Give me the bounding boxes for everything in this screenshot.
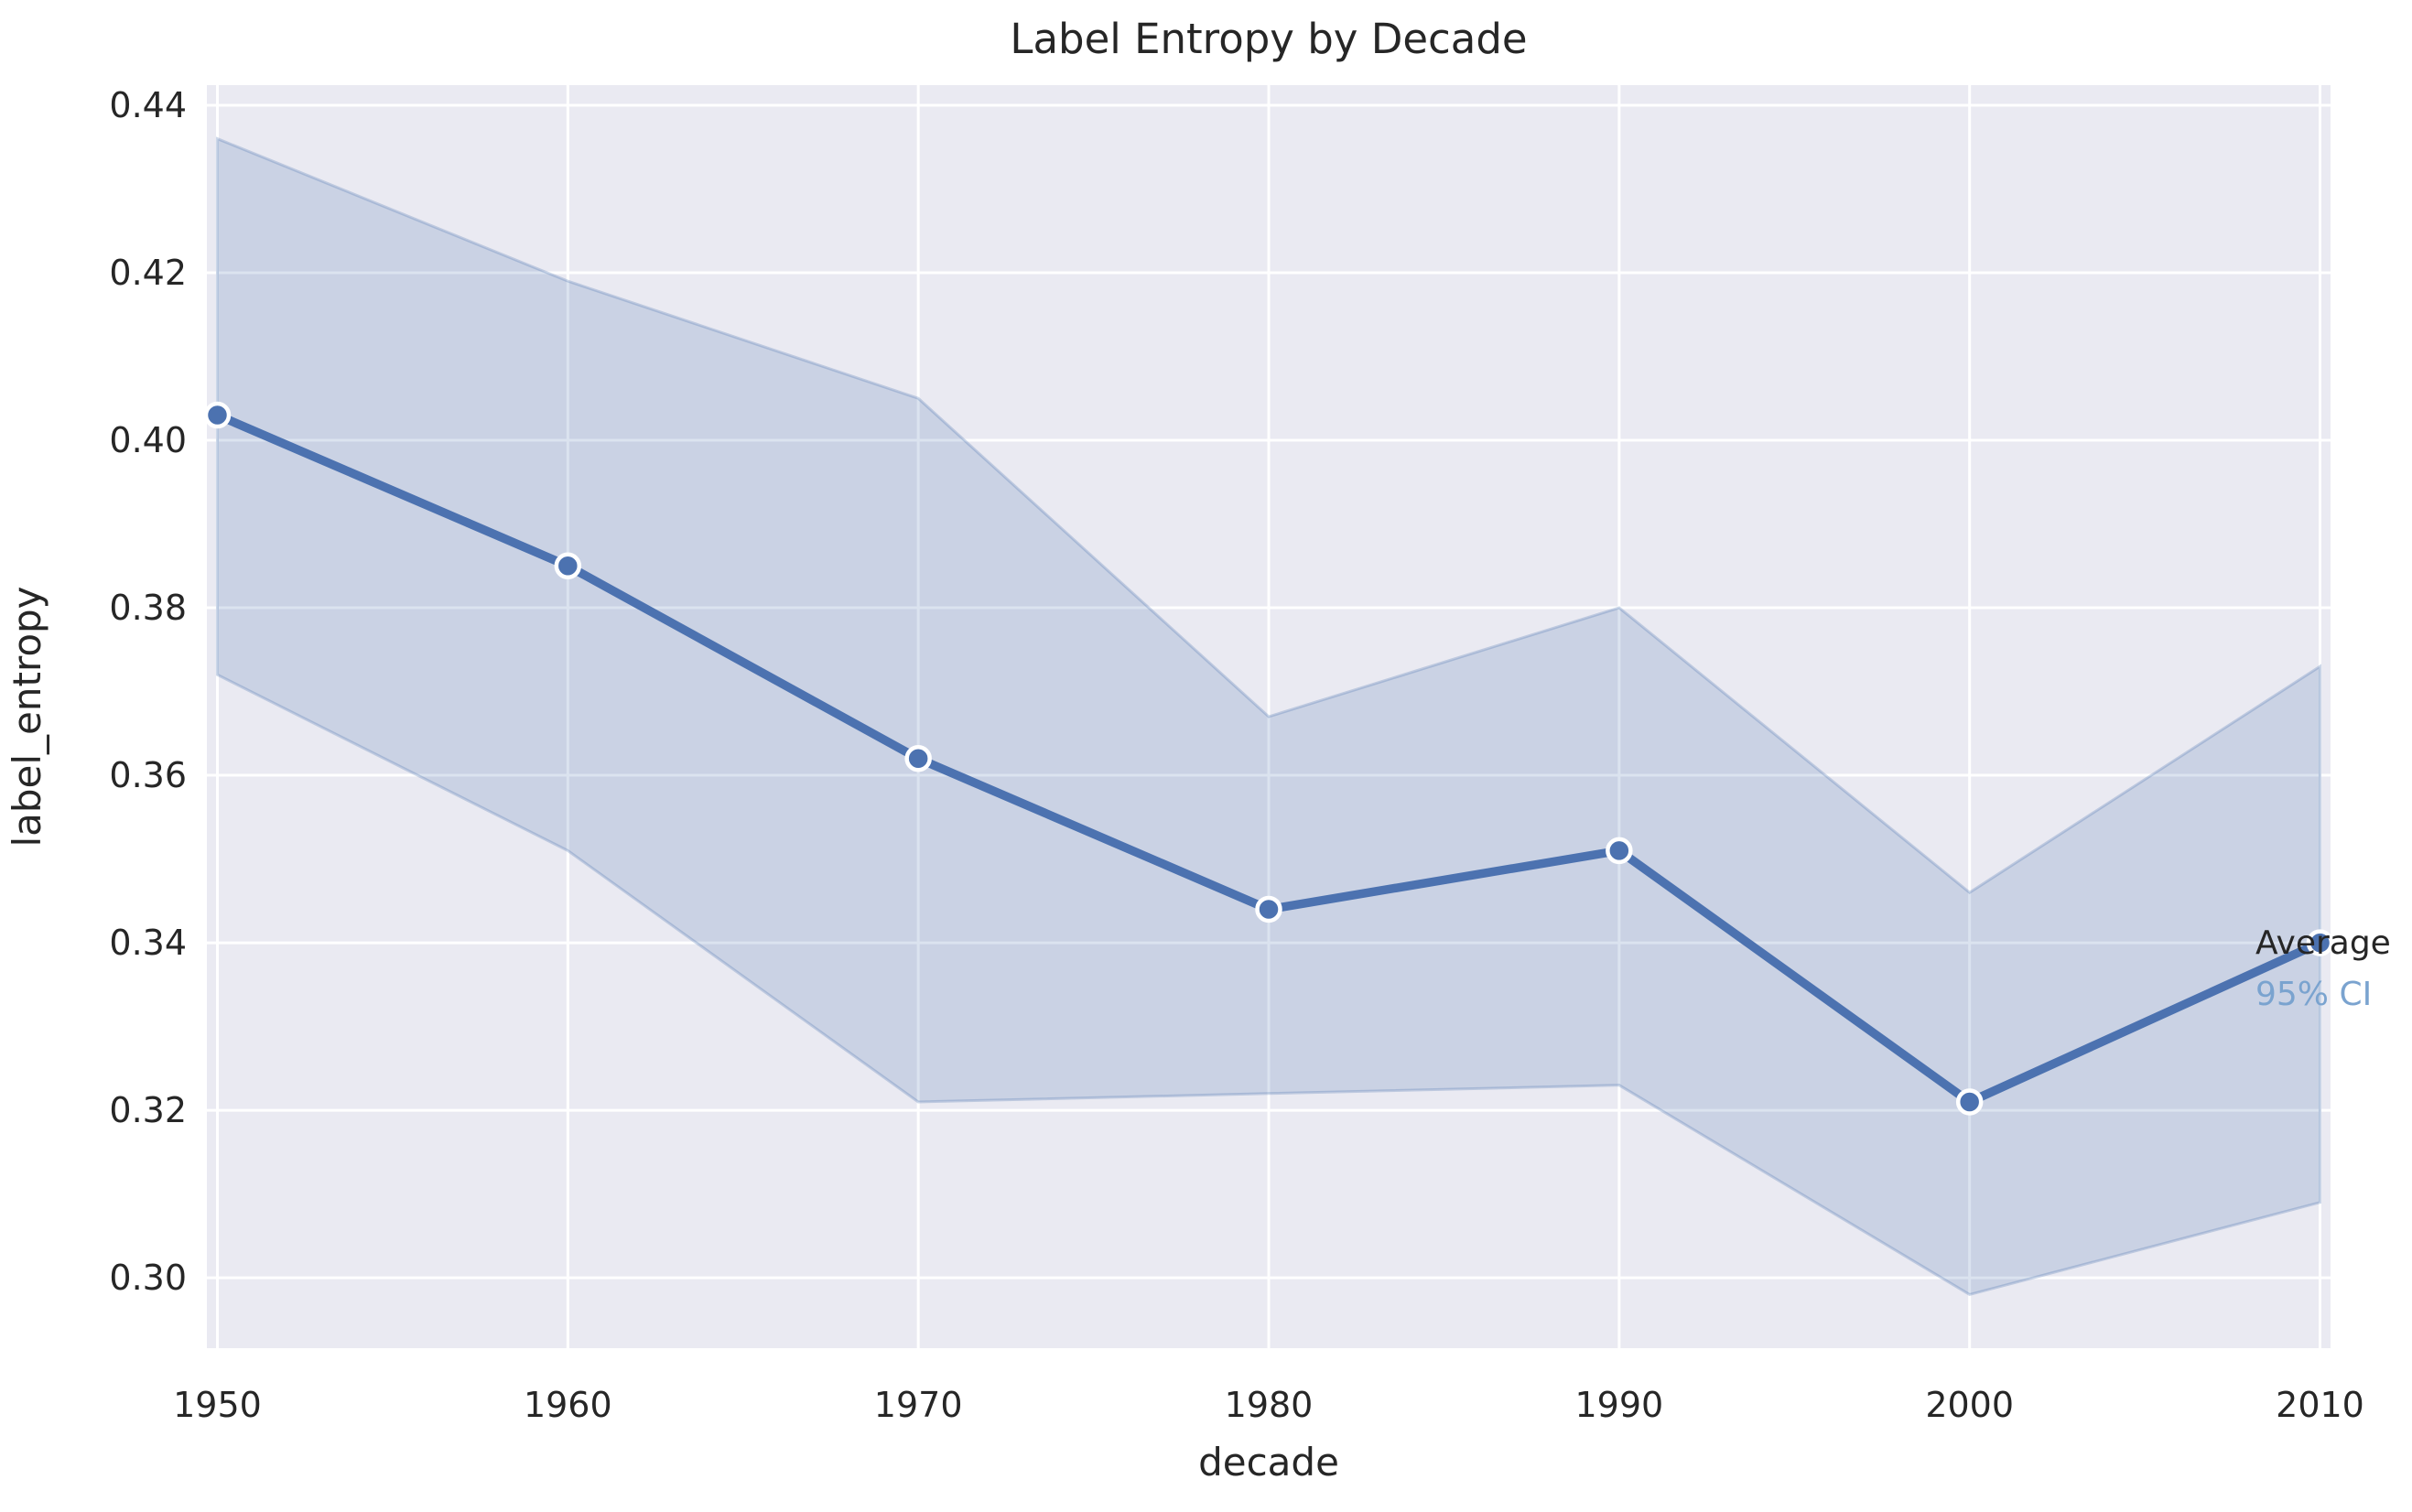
x-tick-label: 2010 — [2276, 1385, 2364, 1425]
y-tick-label: 0.30 — [109, 1258, 187, 1298]
x-tick-label: 1960 — [524, 1385, 612, 1425]
data-point-1990 — [1606, 837, 1633, 865]
y-tick-label: 0.34 — [109, 923, 187, 963]
average-series-label: Average — [2255, 924, 2391, 962]
y-tick-label: 0.38 — [109, 588, 187, 628]
data-point-1950 — [203, 401, 232, 429]
y-tick-label: 0.44 — [109, 85, 187, 125]
data-point-1980 — [1255, 895, 1282, 923]
x-tick-label: 1990 — [1574, 1385, 1663, 1425]
y-tick-label: 0.36 — [109, 755, 187, 795]
x-axis-label: decade — [1198, 1440, 1339, 1485]
x-tick-label: 1950 — [173, 1385, 262, 1425]
y-tick-label: 0.32 — [109, 1090, 187, 1130]
x-tick-label: 1970 — [874, 1385, 963, 1425]
data-point-1960 — [554, 552, 582, 580]
ci-band-label: 95% CI — [2255, 976, 2372, 1013]
data-point-1970 — [904, 745, 932, 772]
x-tick-label: 2000 — [1925, 1385, 2014, 1425]
plot-area: 0.30 0.32 0.34 0.36 0.38 0.40 0.42 0.44 1950 1960… — [109, 85, 2363, 1425]
y-tick-label: 0.42 — [109, 253, 187, 293]
x-tick-label: 1980 — [1225, 1385, 1314, 1425]
data-point-2010 — [2306, 929, 2334, 956]
y-axis-label: label_entropy — [5, 586, 49, 847]
data-point-2000 — [1955, 1088, 1984, 1116]
ci-band — [215, 136, 2322, 1297]
y-tick-label: 0.40 — [109, 420, 187, 460]
chart-title: Label Entropy by Decade — [1010, 15, 1527, 63]
